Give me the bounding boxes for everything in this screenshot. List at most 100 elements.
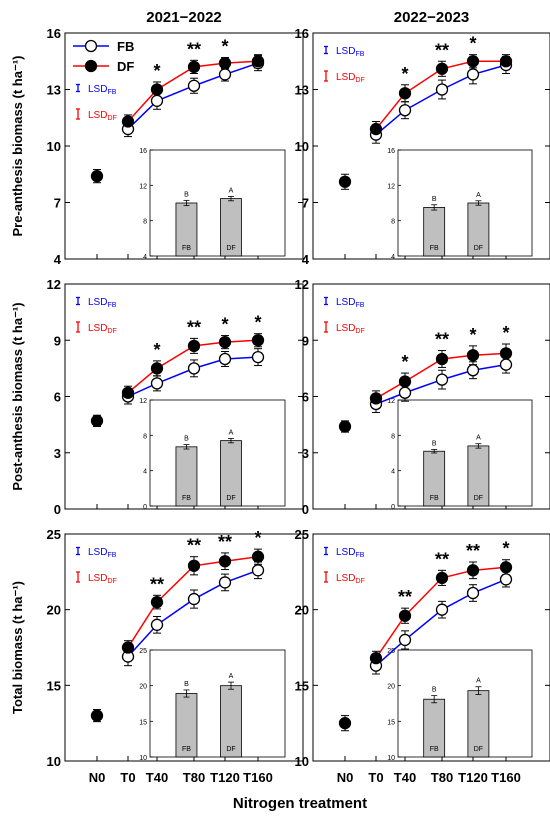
data-point-df (398, 375, 412, 388)
inset-y-tick-label: 12 (387, 398, 395, 405)
y-tick-label: 16 (295, 26, 309, 41)
significance-marker: * (254, 528, 261, 548)
y-tick-label: 15 (47, 678, 61, 693)
data-point-fb (499, 573, 513, 586)
y-tick-label: 9 (302, 333, 309, 348)
data-point-df (187, 339, 201, 353)
y-tick-label: 25 (295, 527, 309, 542)
inset-letter: B (184, 191, 189, 198)
data-point-fb (187, 362, 201, 375)
y-axis-title: Post-anthesis biomass (t ha⁻¹) (10, 302, 25, 490)
data-point-df (121, 115, 135, 128)
inset-category-label: FB (430, 746, 439, 753)
lsd-subscript: DF (107, 115, 116, 122)
data-point-fb (466, 68, 480, 81)
series-line-fb (375, 64, 507, 136)
data-point-df (218, 335, 232, 349)
y-tick-label: 25 (47, 527, 61, 542)
significance-marker: ** (466, 541, 480, 561)
lsd-df-label: LSDDF (336, 72, 365, 84)
data-point-df (251, 55, 265, 68)
data-point-df (499, 561, 513, 574)
inset-y-tick-label: 20 (387, 684, 395, 691)
data-point-n0 (90, 169, 104, 183)
data-point-df (435, 352, 449, 366)
inset-category-label: DF (226, 746, 235, 753)
significance-marker: * (153, 61, 160, 81)
data-point-df (435, 62, 449, 75)
x-tick-label: N0 (337, 770, 354, 785)
data-point-df (499, 347, 513, 360)
legend-fb-label: FB (117, 39, 134, 54)
significance-marker: * (502, 323, 509, 343)
x-tick-label: T160 (491, 770, 521, 785)
panel-4: 10 15 20 25 N0 T0 T40 T80 T120 T160 Total biomass … (10, 527, 304, 785)
inset-y-tick-label: 12 (139, 183, 147, 190)
lsd-df-label: LSDDF (88, 323, 117, 335)
y-axis-title: Total biomass (t ha⁻¹) (10, 581, 25, 714)
inset-letter: B (432, 440, 437, 447)
data-point-df (121, 641, 135, 654)
column-title: 2022−2023 (394, 9, 470, 26)
data-point-df (466, 564, 480, 577)
data-point-fb (218, 68, 232, 81)
lsd-subscript: FB (355, 552, 364, 559)
x-tick-label: T120 (210, 770, 240, 785)
data-point-fb (499, 358, 513, 371)
y-tick-label: 0 (54, 502, 61, 517)
data-point-n0 (90, 414, 104, 428)
lsd-subscript: DF (107, 578, 116, 585)
inset-letter: B (432, 687, 437, 694)
data-point-df (187, 559, 201, 572)
data-point-df (150, 595, 164, 609)
inset-letter: A (476, 435, 481, 442)
lsd-fb-label: LSDFB (336, 297, 365, 309)
data-point-fb (398, 633, 412, 647)
inset-category-label: FB (182, 746, 191, 753)
data-point-df (466, 349, 480, 362)
inset-y-tick-label: 8 (143, 219, 147, 226)
lsd-prefix: LSD (336, 573, 355, 584)
lsd-prefix: LSD (88, 323, 107, 334)
data-point-fb (466, 586, 480, 600)
data-point-n0 (90, 709, 104, 722)
x-tick-label: N0 (89, 770, 106, 785)
data-point-df (150, 362, 164, 375)
x-tick-label: T0 (368, 770, 383, 785)
inset-y-tick-label: 15 (387, 719, 395, 726)
inset-y-tick-label: 0 (391, 504, 395, 511)
data-point-n0 (338, 420, 352, 433)
significance-marker: ** (150, 574, 164, 594)
data-point-fb (150, 94, 164, 107)
significance-marker: ** (218, 532, 232, 552)
y-tick-label: 10 (47, 139, 61, 154)
panel-frame (64, 533, 304, 762)
x-tick-label: T80 (183, 770, 205, 785)
significance-marker: * (221, 36, 228, 56)
inset-y-tick-label: 25 (139, 648, 147, 655)
inset-frame (149, 399, 286, 507)
data-point-fb (435, 603, 449, 616)
data-point-fb (435, 373, 449, 386)
inset-y-tick-label: 10 (387, 755, 395, 762)
lsd-subscript: FB (107, 302, 116, 309)
lsd-subscript: FB (355, 302, 364, 309)
x-tick-label: T80 (431, 770, 453, 785)
x-tick-label: T40 (146, 770, 168, 785)
significance-marker: * (153, 340, 160, 360)
significance-marker: * (469, 34, 476, 54)
data-point-fb (150, 618, 164, 631)
lsd-fb-label: LSDFB (336, 46, 365, 58)
data-point-df (369, 651, 383, 665)
inset-y-tick-label: 4 (391, 469, 395, 476)
lsd-df-label: LSDDF (336, 573, 365, 585)
y-tick-label: 3 (302, 446, 309, 461)
significance-marker: ** (187, 39, 201, 59)
y-tick-label: 4 (302, 252, 310, 267)
inset-frame (397, 149, 533, 257)
inset-y-tick-label: 4 (143, 254, 147, 261)
data-point-fb (398, 386, 412, 399)
significance-marker: * (221, 315, 228, 335)
